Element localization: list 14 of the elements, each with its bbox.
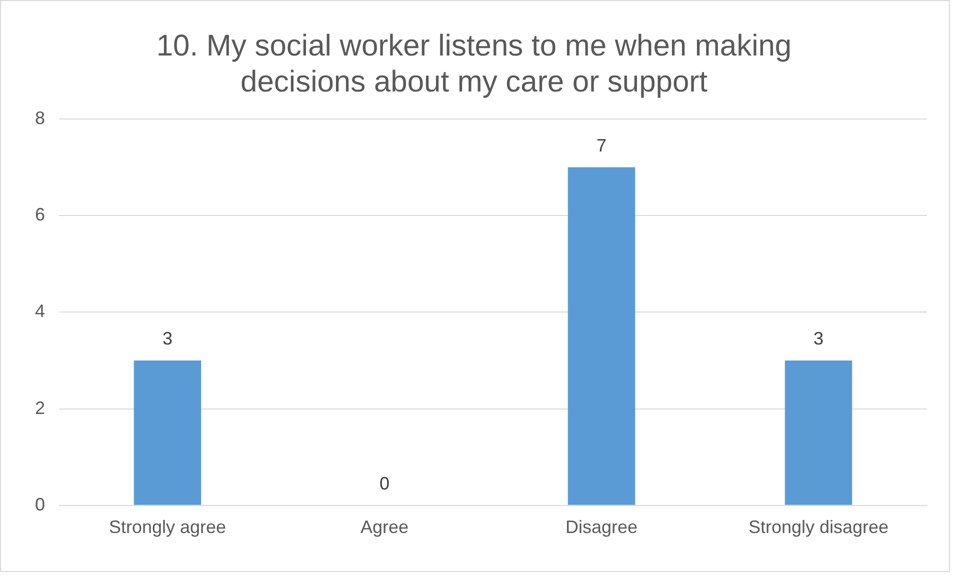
y-tick-label: 2 [34, 398, 46, 418]
x-tick-label: Agree [360, 517, 409, 538]
data-label: 3 [813, 328, 824, 348]
chart-title: 10. My social worker listens to me when making decisions about my care or support [156, 29, 792, 98]
x-tick-label: Strongly disagree [748, 517, 889, 538]
y-tick-label: 4 [34, 301, 46, 322]
y-tick-label: 0 [34, 494, 46, 514]
x-tick-label: Strongly agree [108, 517, 226, 538]
data-label: 7 [596, 135, 607, 156]
x-tick-label: Disagree [565, 517, 638, 538]
y-tick-label: 6 [34, 204, 46, 225]
data-label: 3 [162, 328, 173, 348]
y-tick-label: 8 [34, 108, 46, 128]
data-label: 0 [380, 473, 390, 494]
